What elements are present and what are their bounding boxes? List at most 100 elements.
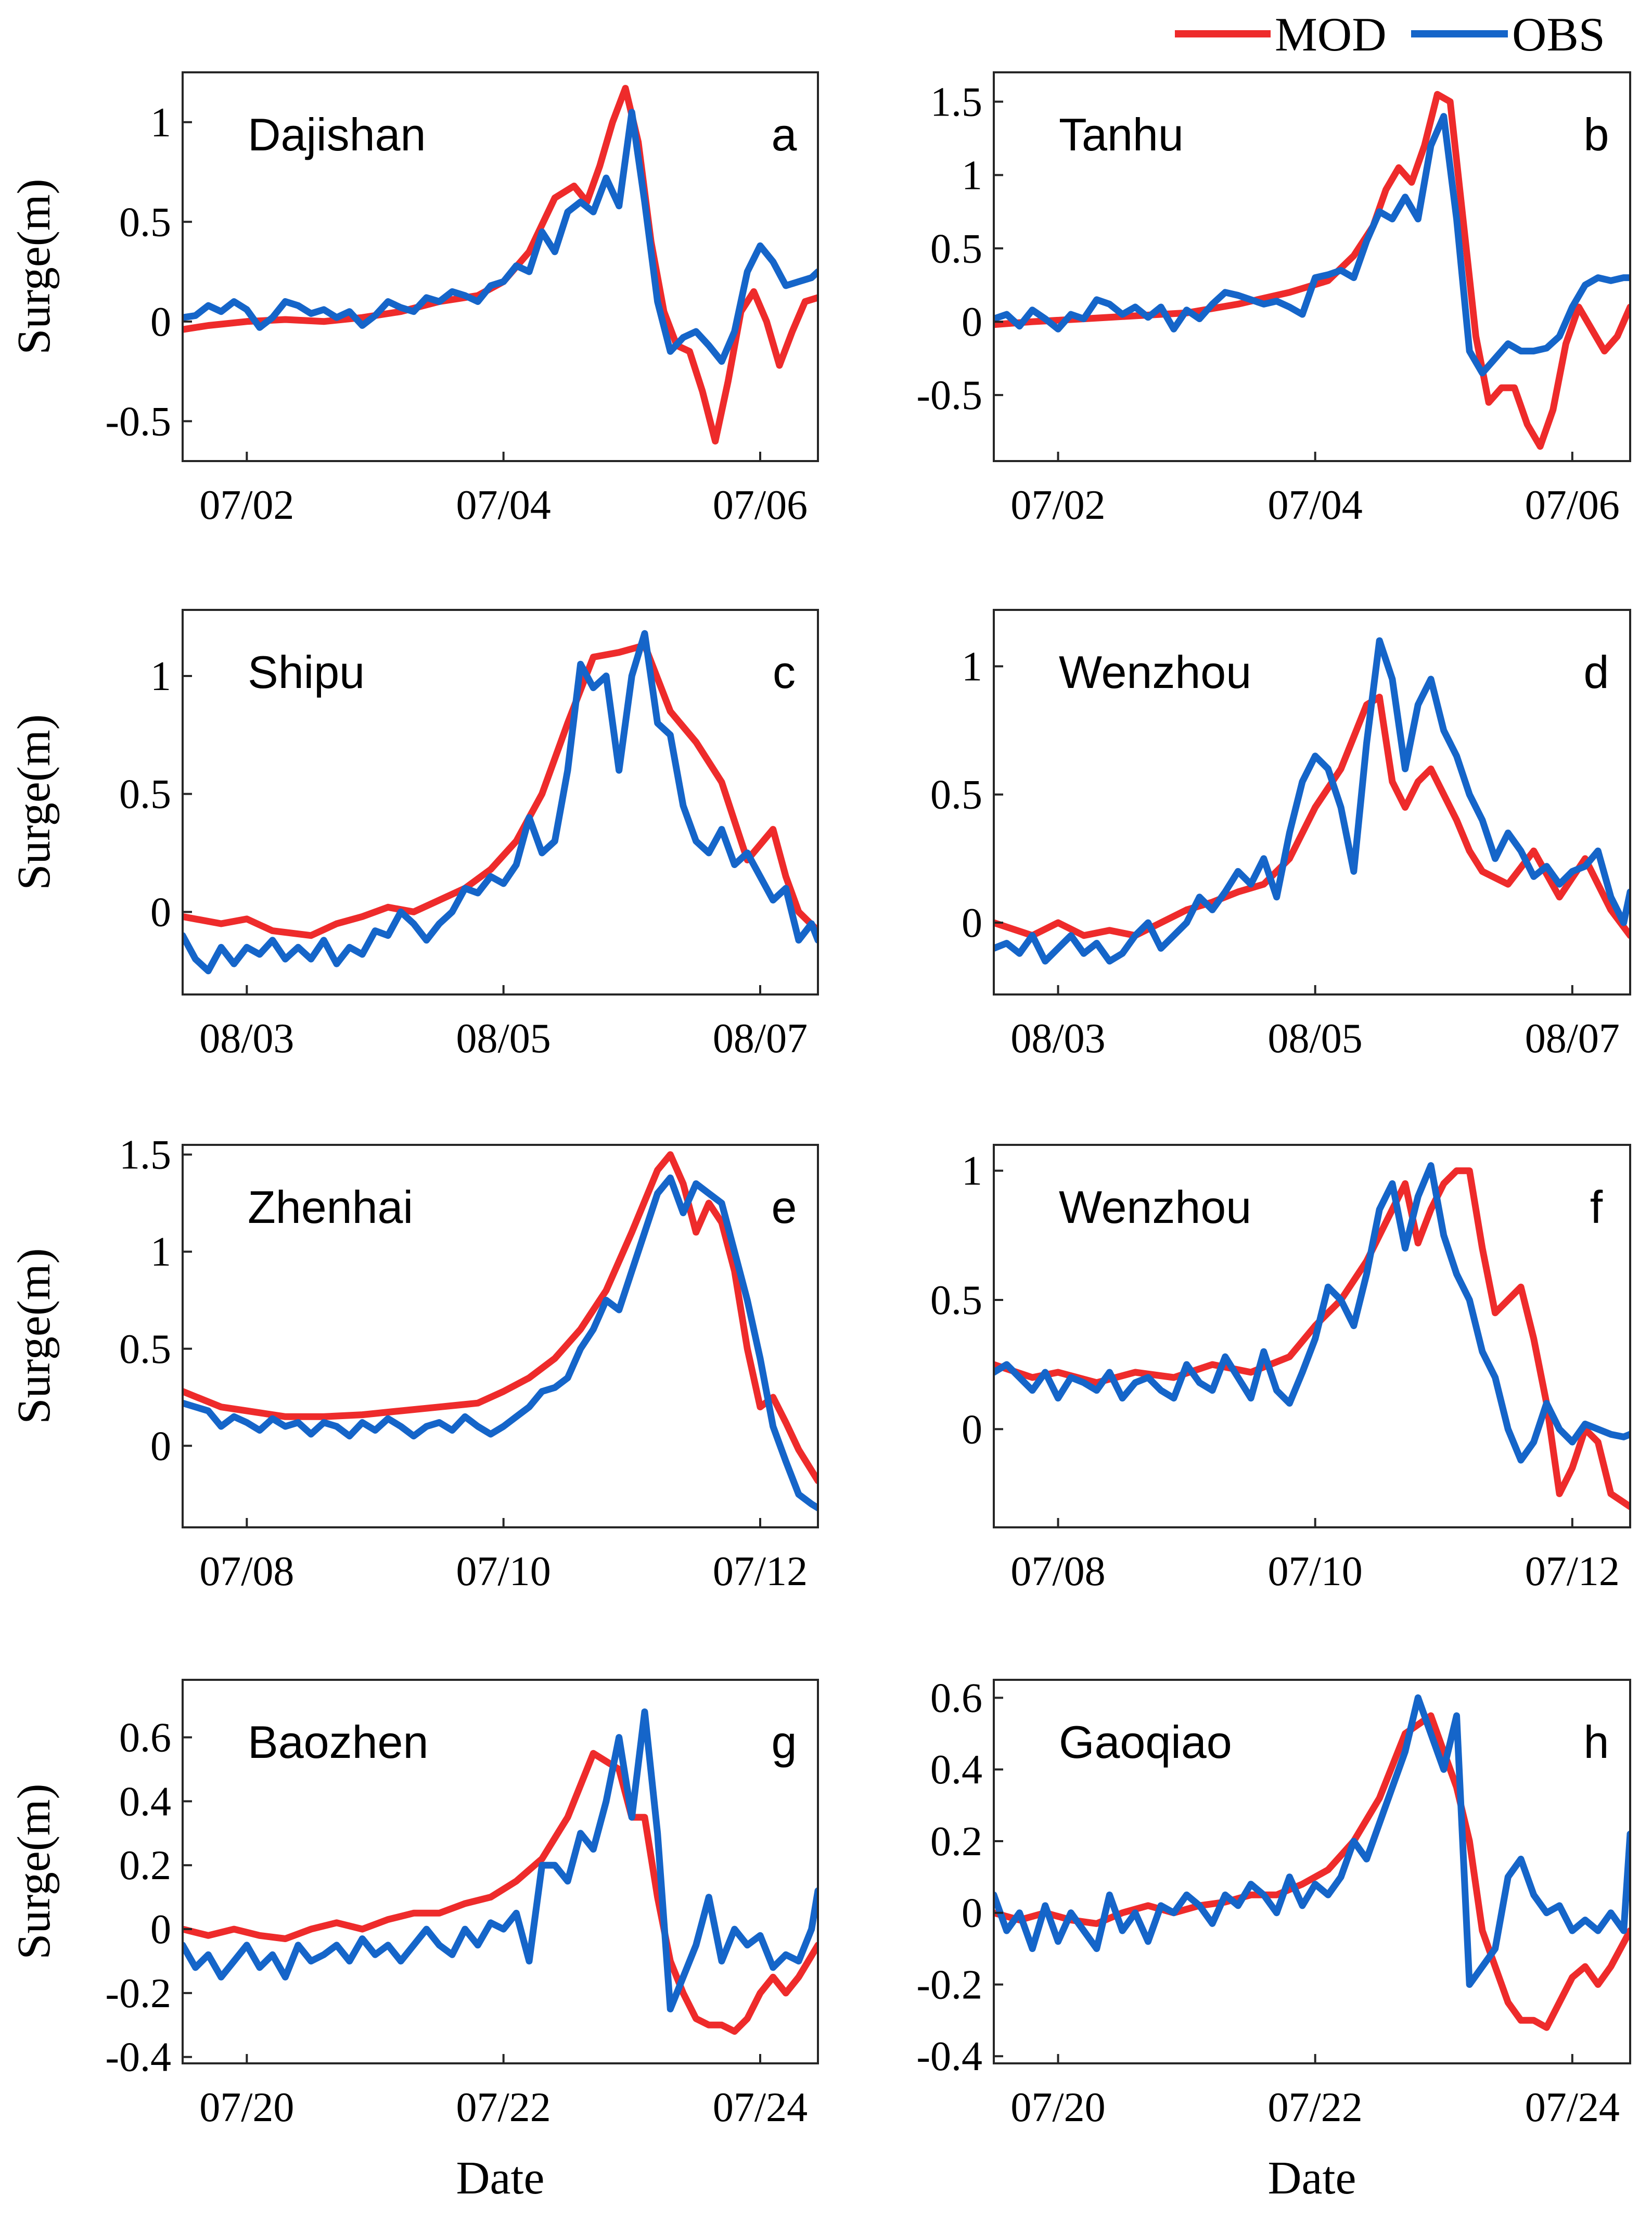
panel-b: -0.5 0 0.5 1 1.5 07/02 07/04 07/06 Tanhu b — [916, 71, 1631, 528]
ytick-label-d-2: 1 — [962, 644, 982, 690]
xtick-label-e-0: 07/08 — [199, 1549, 294, 1594]
legend-item-mod: MOD — [1175, 8, 1387, 61]
xtick-label-g-2: 07/24 — [713, 2085, 808, 2130]
ytick-label-f-2: 1 — [962, 1149, 982, 1194]
panel-g: -0.4 -0.2 0 0.2 0.4 0.6 07/20 07/22 07/24 Baozhen… — [8, 1679, 819, 2204]
series-mod-h — [994, 1712, 1630, 2031]
legend-item-obs: OBS — [1411, 8, 1605, 61]
ytick-label-g-0: -0.4 — [105, 2035, 171, 2081]
axes-frame-b — [993, 71, 1631, 462]
xtick-label-e-1: 07/10 — [456, 1549, 551, 1594]
panel-c: 0 0.5 1 08/03 08/05 08/07 Shipu c Surge(m) — [8, 609, 819, 1062]
ytick-label-a-1: 0 — [150, 299, 171, 345]
xlabel-h: Date — [1268, 2152, 1356, 2204]
panel-letter-d: d — [1584, 646, 1609, 698]
xtick-label-c-0: 08/03 — [199, 1016, 294, 1062]
xtick-label-b-2: 07/06 — [1525, 482, 1620, 528]
panel-a: -0.5 0 0.5 1 07/02 07/04 07/06 Dajishan a Surge(m… — [8, 71, 819, 528]
ytick-label-g-1: -0.2 — [105, 1971, 171, 2017]
ylabel-g: Surge(m) — [8, 1783, 60, 1959]
station-name-f: Wenzhou — [1059, 1181, 1251, 1233]
axes-frame-a — [182, 71, 819, 462]
series-obs-b — [994, 113, 1630, 377]
axes-frame-h — [993, 1679, 1631, 2064]
ytick-label-d-1: 0.5 — [930, 772, 982, 818]
xtick-label-g-1: 07/22 — [456, 2085, 551, 2130]
ytick-label-b-3: 1 — [962, 152, 982, 198]
xtick-label-c-1: 08/05 — [456, 1016, 551, 1062]
station-name-d: Wenzhou — [1059, 646, 1251, 698]
legend-label-mod: MOD — [1275, 8, 1387, 61]
station-name-h: Gaoqiao — [1059, 1716, 1232, 1768]
station-name-g: Baozhen — [248, 1716, 428, 1768]
panel-letter-a: a — [772, 109, 797, 160]
ylabel-e: Surge(m) — [8, 1248, 60, 1424]
ytick-label-f-0: 0 — [962, 1407, 982, 1452]
series-mod-f — [994, 1167, 1630, 1510]
series-obs-h — [994, 1694, 1630, 1988]
series-mod-d — [994, 694, 1630, 939]
ytick-label-f-1: 0.5 — [930, 1278, 982, 1323]
ytick-label-e-1: 0.5 — [119, 1326, 171, 1372]
ytick-label-b-1: 0 — [962, 299, 982, 345]
xtick-label-f-1: 07/10 — [1268, 1549, 1363, 1594]
legend: MOD OBS — [1175, 8, 1605, 61]
ytick-label-e-0: 0 — [150, 1423, 171, 1469]
xlabel-g: Date — [456, 2152, 545, 2204]
xtick-label-h-0: 07/20 — [1010, 2085, 1105, 2130]
ylabel-a: Surge(m) — [8, 178, 60, 354]
station-name-a: Dajishan — [248, 109, 426, 160]
xtick-label-h-1: 07/22 — [1268, 2085, 1363, 2130]
axes-frame-f — [993, 1144, 1631, 1528]
xtick-label-d-1: 08/05 — [1268, 1016, 1363, 1062]
panel-letter-e: e — [772, 1181, 797, 1233]
ytick-label-h-0: -0.4 — [916, 2034, 982, 2079]
panel-d: 0 0.5 1 08/03 08/05 08/07 Wenzhou d — [930, 609, 1631, 1062]
axes-frame-d — [993, 609, 1631, 996]
ytick-label-e-2: 1 — [150, 1229, 171, 1275]
xtick-label-d-2: 08/07 — [1525, 1016, 1620, 1062]
panel-f: 0 0.5 1 07/08 07/10 07/12 Wenzhou f — [930, 1144, 1631, 1594]
xtick-label-b-0: 07/02 — [1010, 482, 1105, 528]
series-mod-g — [183, 1750, 818, 2035]
station-name-c: Shipu — [248, 646, 365, 698]
ytick-label-g-4: 0.4 — [119, 1779, 171, 1825]
ytick-label-c-1: 0.5 — [119, 772, 171, 818]
station-name-b: Tanhu — [1059, 109, 1184, 160]
ytick-label-g-3: 0.2 — [119, 1843, 171, 1889]
xtick-label-h-2: 07/24 — [1525, 2085, 1620, 2130]
panel-letter-c: c — [773, 646, 796, 698]
axes-frame-e — [182, 1144, 819, 1528]
xtick-label-d-0: 08/03 — [1010, 1016, 1105, 1062]
panel-h: -0.4 -0.2 0 0.2 0.4 0.6 07/20 07/22 07/24 Gaoqiao… — [916, 1675, 1631, 2204]
series-mod-b — [994, 91, 1630, 450]
xtick-label-e-2: 07/12 — [713, 1549, 808, 1594]
ytick-label-a-3: 1 — [150, 100, 171, 146]
axes-frame-c — [182, 609, 819, 996]
ytick-label-h-4: 0.4 — [930, 1747, 982, 1793]
ytick-label-d-0: 0 — [962, 900, 982, 946]
series-obs-a — [183, 109, 818, 365]
xtick-label-f-0: 07/08 — [1010, 1549, 1105, 1594]
xtick-label-c-2: 08/07 — [713, 1016, 808, 1062]
xtick-label-a-2: 07/06 — [713, 482, 808, 528]
xtick-label-a-0: 07/02 — [199, 482, 294, 528]
xtick-label-f-2: 07/12 — [1525, 1549, 1620, 1594]
series-obs-c — [183, 630, 818, 975]
ytick-label-b-2: 0.5 — [930, 226, 982, 272]
series-obs-e — [183, 1174, 818, 1512]
panel-letter-g: g — [772, 1716, 797, 1768]
ytick-label-a-0: -0.5 — [105, 399, 171, 444]
ytick-label-g-2: 0 — [150, 1907, 171, 1953]
ytick-label-b-0: -0.5 — [916, 373, 982, 418]
ytick-label-e-3: 1.5 — [119, 1132, 171, 1178]
series-obs-d — [994, 637, 1630, 965]
series-obs-f — [994, 1162, 1630, 1464]
series-mod-e — [183, 1151, 818, 1484]
ylabel-c: Surge(m) — [8, 714, 60, 890]
ytick-label-b-4: 1.5 — [930, 79, 982, 125]
ytick-label-h-2: 0 — [962, 1891, 982, 1936]
panel-letter-h: h — [1584, 1716, 1609, 1768]
ytick-label-c-2: 1 — [150, 654, 171, 699]
